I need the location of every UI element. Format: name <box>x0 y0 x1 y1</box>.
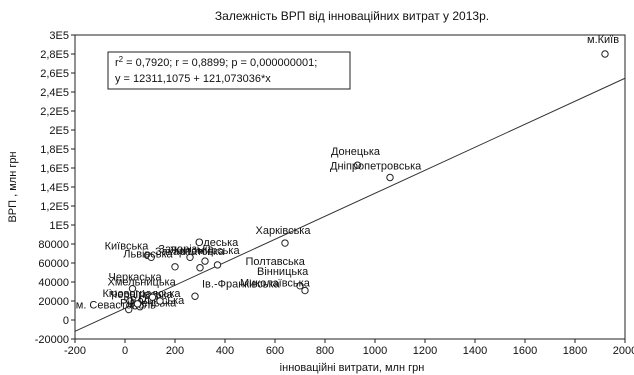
x-tick-label: 0 <box>122 345 128 357</box>
data-point <box>353 161 362 169</box>
data-point <box>147 253 155 261</box>
y-tick-label: 1,8E5 <box>40 144 69 156</box>
y-tick-label: 0 <box>63 315 69 327</box>
point-label: Львівська <box>123 248 173 260</box>
x-tick-label: 1400 <box>463 345 487 357</box>
point-label: Одеська <box>195 237 239 249</box>
data-point <box>171 263 179 271</box>
data-point <box>191 292 199 300</box>
stats-box: r2 = 0,7920; r = 0,8899; p = 0,000000001… <box>107 51 351 90</box>
data-point <box>601 50 609 58</box>
y-tick-label: 2,2E5 <box>40 106 69 118</box>
data-point <box>128 284 137 293</box>
chart-title: Залежність ВРП від інноваційних витрат у… <box>215 9 489 23</box>
points-group: м.Київ Донецька Дніпропетровська Харківська… <box>76 34 619 314</box>
point-label: Харківська <box>256 225 312 237</box>
point-label: Житомирська <box>170 245 240 257</box>
y-tick-label: 2,4E5 <box>40 87 69 99</box>
x-tick-label: 800 <box>316 345 334 357</box>
y-tick-label: 2,6E5 <box>40 68 69 80</box>
point-label: Ів.-Франківська <box>202 278 281 290</box>
point-label: Кіровоградська <box>103 288 182 300</box>
data-point <box>213 261 222 269</box>
point-label: Київська <box>105 240 150 252</box>
x-tick-label: -200 <box>64 345 86 357</box>
x-axis-label: інноваційні витрати, млн грн <box>280 362 425 374</box>
data-point <box>125 305 133 314</box>
y-tick-label: 1E5 <box>49 220 69 232</box>
stats-line-2: y = 12311,1075 + 121,073036*x <box>115 73 271 85</box>
point-label: Миколаївська <box>240 278 311 290</box>
x-tick-label: 1200 <box>413 345 437 357</box>
data-point <box>156 297 164 305</box>
y-tick-label: -20000 <box>35 334 69 346</box>
stats-line-1: r2 = 0,7920; r = 0,8899; p = 0,000000001… <box>115 55 317 69</box>
point-label: Дніпропетровська <box>330 161 422 173</box>
x-ticks: -200 0 200 400 600 800 1000 1200 1400 1600 1800 200… <box>64 339 634 357</box>
x-tick-label: 1600 <box>513 345 537 357</box>
data-point <box>301 286 309 295</box>
y-tick-label: 2E5 <box>49 125 69 137</box>
point-label: Черкаська <box>109 272 163 284</box>
x-tick-label: 2000 <box>613 345 634 357</box>
data-point <box>186 253 194 261</box>
data-point <box>296 282 304 290</box>
y-tick-label: 1,2E5 <box>40 201 69 213</box>
point-label: Полтавська <box>246 256 306 268</box>
point-label: Вінницька <box>257 266 309 278</box>
point-label: Донецька <box>331 146 381 158</box>
regression-line-group <box>74 77 626 332</box>
data-point <box>386 173 394 182</box>
point-label: Закарпатська <box>155 246 225 258</box>
y-tick-label: 3E5 <box>49 30 69 42</box>
point-label: Запорізька <box>158 243 214 255</box>
y-tick-label: 60000 <box>38 258 69 270</box>
point-label: Хмельницька <box>108 276 177 288</box>
point-label: м.Київ <box>587 34 619 46</box>
y-tick-label: 80000 <box>38 239 69 251</box>
data-point <box>133 300 142 308</box>
y-tick-label: 20000 <box>38 296 69 308</box>
point-label: м. Севастополь <box>76 300 156 312</box>
data-point <box>281 239 289 247</box>
plot-frame <box>74 34 626 340</box>
y-axis-label: ВРП , млн грн <box>7 151 19 222</box>
regression-line <box>74 77 626 332</box>
x-tick-label: 600 <box>266 345 284 357</box>
x-tick-label: 1000 <box>363 345 387 357</box>
stats-box-frame <box>107 51 351 90</box>
x-tick-label: 200 <box>166 345 184 357</box>
data-point <box>138 295 147 303</box>
data-point <box>148 293 157 301</box>
y-tick-label: 40000 <box>38 277 69 289</box>
x-tick-label: 1800 <box>563 345 587 357</box>
point-label: Чернігівська <box>110 289 174 301</box>
y-tick-label: 1,4E5 <box>40 182 69 194</box>
data-point <box>126 297 134 305</box>
data-point <box>196 264 204 272</box>
y-tick-label: 1,6E5 <box>40 163 69 175</box>
x-tick-label: 400 <box>216 345 234 357</box>
y-ticks: -20000 0 20000 40000 60000 80000 1E5 1,2E5 1,4E5… <box>35 30 75 346</box>
data-point <box>201 257 209 265</box>
y-tick-label: 2,8E5 <box>40 49 69 61</box>
